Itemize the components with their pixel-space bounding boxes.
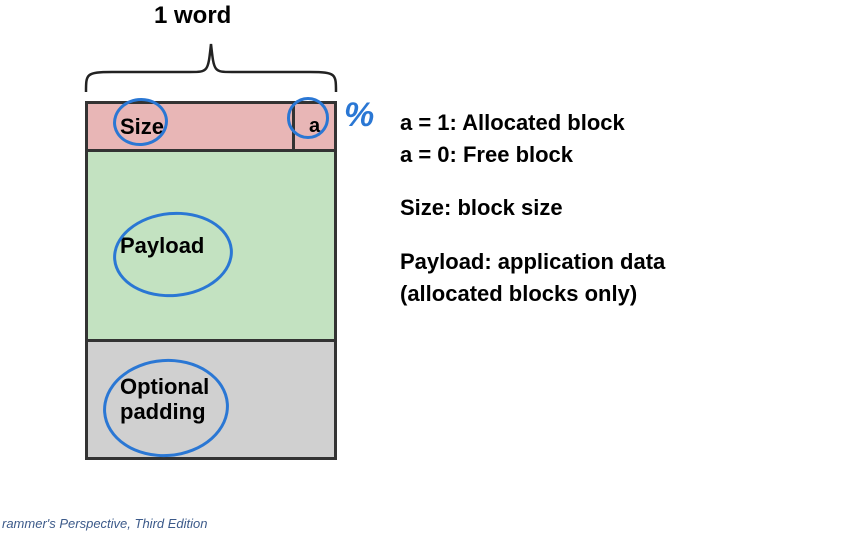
- payload-cell: Payload: [88, 152, 334, 342]
- legend-line-5: Payload: application data: [400, 247, 665, 277]
- legend-line-3: Size: block size: [400, 193, 665, 223]
- size-cell: Size: [88, 104, 294, 149]
- padding-label: Optional padding: [120, 375, 209, 423]
- a-cell: a: [294, 104, 334, 149]
- width-label: 1 word: [154, 2, 231, 30]
- padding-cell: Optional padding: [88, 342, 334, 457]
- size-label: Size: [120, 114, 164, 140]
- payload-label: Payload: [120, 233, 204, 259]
- memory-block-diagram: Size a Payload Optional padding: [85, 101, 337, 460]
- header-row: Size a: [88, 104, 334, 152]
- legend-line-0: a = 1: Allocated block: [400, 108, 665, 138]
- footer-text: rammer's Perspective, Third Edition: [2, 516, 208, 531]
- legend: a = 1: Allocated block a = 0: Free block…: [400, 108, 665, 310]
- annotation-symbol: %: [344, 96, 374, 135]
- legend-line-1: a = 0: Free block: [400, 140, 665, 170]
- a-label: a: [309, 115, 320, 138]
- legend-line-6: (allocated blocks only): [400, 279, 665, 309]
- brace-svg: [82, 34, 340, 96]
